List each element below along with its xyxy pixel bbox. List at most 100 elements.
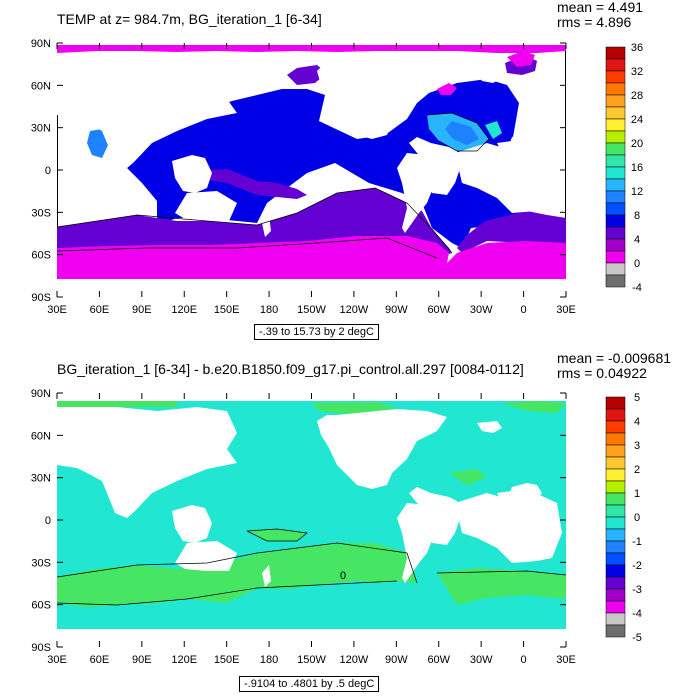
x-tick-label: 30E <box>47 654 67 666</box>
colorbar-swatch <box>605 46 626 60</box>
colorbar-swatch <box>605 238 626 252</box>
colorbar-label: 0 <box>634 512 640 524</box>
colorbar-label: 5 <box>634 392 640 404</box>
colorbar-label: -5 <box>632 632 642 644</box>
x-tick-label: 30W <box>470 654 493 666</box>
colorbar-label: 2 <box>634 464 640 476</box>
y-tick-label: 90N <box>31 388 51 400</box>
colorbar-swatch <box>605 130 626 144</box>
x-tick-label: 0 <box>521 304 527 316</box>
x-tick-label: 180 <box>260 654 278 666</box>
mean-label: mean = -0.009681 <box>557 350 672 366</box>
colorbar-swatch <box>605 468 626 482</box>
top-panel: TEMP at z= 984.7m, BG_iteration_1 [6-34]… <box>31 0 643 340</box>
ocean-warm <box>87 113 502 199</box>
colorbar-swatch <box>605 432 626 446</box>
y-tick-label: 30S <box>31 557 51 569</box>
colorbar-swatch <box>605 118 626 132</box>
colorbar-label: -4 <box>632 608 642 620</box>
colorbar: 36 32 28 24 20 16 12 8 4 0 -4 <box>605 42 643 294</box>
x-tick-label: 120W <box>340 654 369 666</box>
stats-block: mean = -0.009681 rms = 0.04922 <box>557 351 671 381</box>
colorbar-swatch <box>605 226 626 240</box>
colorbar-swatch <box>605 588 626 602</box>
colorbar-label: 20 <box>631 138 643 150</box>
x-tick-label: 30E <box>556 654 576 666</box>
y-tick-label: 0 <box>45 515 51 527</box>
range-label: -.9104 to .4801 by .5 degC <box>239 676 380 692</box>
x-tick-label: 90E <box>132 654 152 666</box>
x-tick-label: 60E <box>90 654 110 666</box>
x-tick-label: 90W <box>385 654 408 666</box>
y-tick-label: 90S <box>31 292 51 304</box>
colorbar-label: 16 <box>631 162 643 174</box>
range-label: -.39 to 15.73 by 2 degC <box>254 324 379 340</box>
y-tick-label: 30N <box>31 473 51 485</box>
x-tick-label: 30E <box>47 304 67 316</box>
colorbar-swatch <box>605 480 626 494</box>
colorbar-swatch <box>605 214 626 228</box>
colorbar-swatch <box>605 250 626 264</box>
colorbar: 5 4 3 2 1 0 -1 -2 -3 -4 -5 <box>605 392 642 644</box>
x-tick-label: 120W <box>340 304 369 316</box>
x-tick-label: 180 <box>260 304 278 316</box>
colorbar-label: 8 <box>634 210 640 222</box>
colorbar-swatch <box>605 576 626 590</box>
contour-lines <box>56 528 567 606</box>
y-tick-label: 90S <box>31 642 51 654</box>
colorbar-label: -2 <box>632 560 642 572</box>
x-tick-label: 150E <box>214 304 240 316</box>
contour-label: 0 <box>340 570 346 582</box>
x-tick-label: 60W <box>427 654 450 666</box>
colorbar-label: 28 <box>631 90 643 102</box>
map-plot: 0 <box>56 393 567 647</box>
colorbar-swatch <box>605 516 626 530</box>
colorbar-swatch <box>605 190 626 204</box>
colorbar-label: -1 <box>632 536 642 548</box>
bottom-panel: BG_iteration_1 [6-34] - b.e20.B1850.f09_… <box>0 350 700 700</box>
y-tick-label: 60S <box>31 250 51 262</box>
colorbar-label: 1 <box>634 488 640 500</box>
colorbar-swatch <box>605 396 626 410</box>
colorbar-swatch <box>605 58 626 72</box>
colorbar-swatch <box>605 94 626 108</box>
stats-block: mean = 4.491 rms = 4.896 <box>557 0 643 30</box>
rms-label: rms = 0.04922 <box>557 365 647 381</box>
x-tick-label: 0 <box>521 654 527 666</box>
colorbar-swatch <box>605 262 626 276</box>
x-tick-label: 120E <box>171 304 197 316</box>
contour-lines <box>56 112 490 259</box>
y-tick-label: 60N <box>31 80 51 92</box>
y-tick-label: 0 <box>45 165 51 177</box>
colorbar-label: 4 <box>634 234 640 246</box>
colorbar-swatch <box>605 600 626 614</box>
colorbar-swatch <box>605 70 626 84</box>
rms-label: rms = 4.896 <box>557 14 632 30</box>
colorbar-label: 0 <box>634 258 640 270</box>
colorbar-label: -3 <box>632 584 642 596</box>
y-tick-label: 60S <box>31 600 51 612</box>
colorbar-swatch <box>605 106 626 120</box>
colorbar-swatch <box>605 178 626 192</box>
colorbar-label: 36 <box>631 42 643 54</box>
colorbar-swatch <box>605 202 626 216</box>
colorbar-swatch <box>605 142 626 156</box>
y-tick-label: 30S <box>31 207 51 219</box>
colorbar-swatch <box>605 540 626 554</box>
x-tick-label: 30E <box>556 304 576 316</box>
x-tick-label: 60W <box>427 304 450 316</box>
colorbar-swatch <box>605 408 626 422</box>
y-tick-label: 30N <box>31 123 51 135</box>
colorbar-swatch <box>605 612 626 626</box>
colorbar-label: 12 <box>631 186 643 198</box>
colorbar-swatch <box>605 564 626 578</box>
colorbar-swatch <box>605 504 626 518</box>
x-tick-label: 150W <box>297 654 326 666</box>
colorbar-label: 24 <box>631 114 643 126</box>
x-tick-label: 90E <box>132 304 152 316</box>
colorbar-swatch <box>605 274 626 288</box>
x-tick-label: 150E <box>214 654 240 666</box>
colorbar-swatch <box>605 82 626 96</box>
colorbar-label: 32 <box>631 66 643 78</box>
x-tick-label: 30W <box>470 304 493 316</box>
